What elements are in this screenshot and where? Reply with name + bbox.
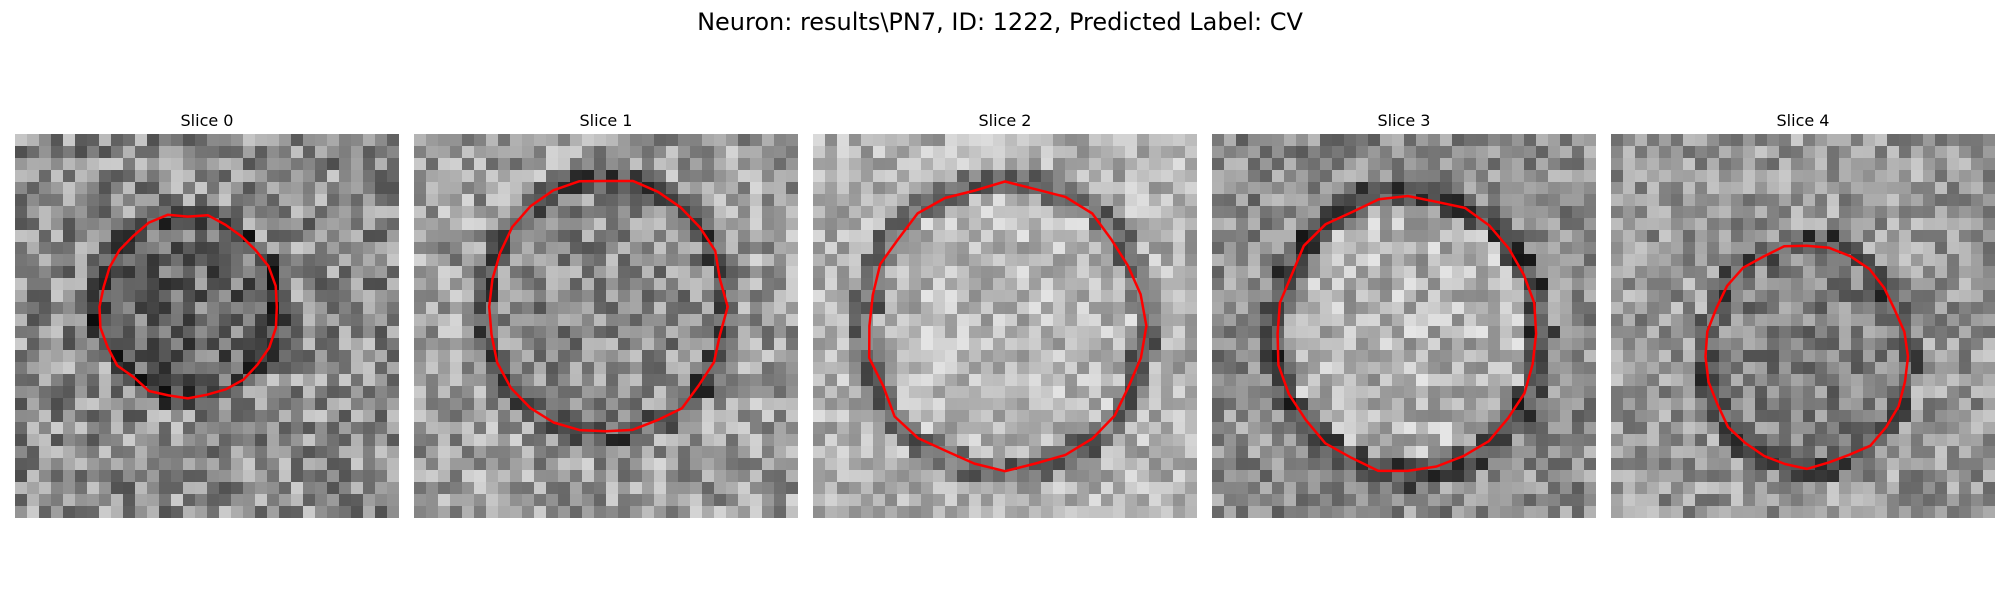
slice-image (414, 134, 798, 518)
slice-image (15, 134, 399, 518)
slice-title: Slice 2 (978, 111, 1032, 130)
segmentation-contour (867, 180, 1148, 473)
slice-title: Slice 4 (1776, 111, 1830, 130)
segmentation-contour (1276, 194, 1538, 473)
figure-title: Neuron: results\PN7, ID: 1222, Predicted… (697, 8, 1303, 36)
slice-title: Slice 3 (1377, 111, 1431, 130)
slice-title: Slice 0 (180, 111, 234, 130)
slice-image (1212, 134, 1596, 518)
segmentation-contour (98, 213, 279, 400)
slice-image (813, 134, 1197, 518)
slice-panel: Slice 0 (15, 108, 399, 518)
slice-panel: Slice 4 (1611, 108, 1995, 518)
segmentation-contour (487, 179, 729, 433)
slice-panel: Slice 2 (813, 108, 1197, 518)
slice-panel: Slice 1 (414, 108, 798, 518)
slice-title: Slice 1 (579, 111, 633, 130)
slice-panel: Slice 3 (1212, 108, 1596, 518)
slice-image (1611, 134, 1995, 518)
segmentation-contour (1704, 244, 1910, 471)
